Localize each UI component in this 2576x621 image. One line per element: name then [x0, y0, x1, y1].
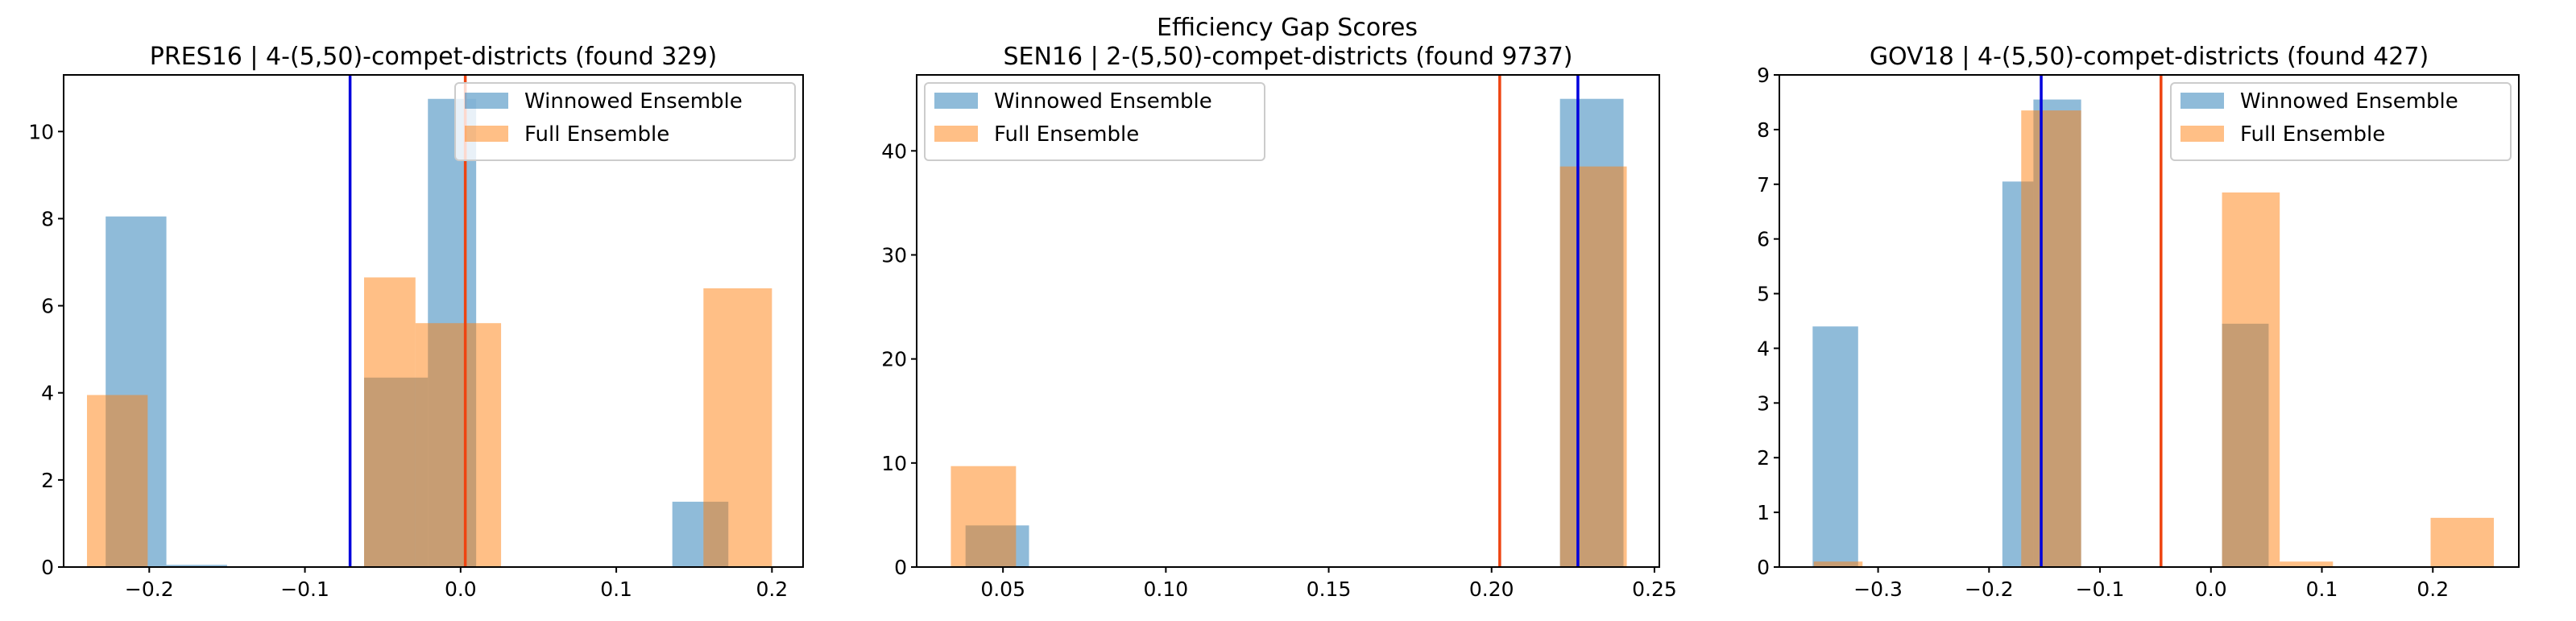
x-tick-label: −0.1 — [280, 578, 329, 601]
y-tick-label: 10 — [881, 452, 907, 475]
legend-box — [2170, 82, 2512, 161]
legend-label-winnowed: Winnowed Ensemble — [994, 89, 1212, 114]
histogram-bar-full-1 — [363, 277, 416, 567]
y-tick-label: 0 — [41, 556, 54, 579]
x-tick-label: 0.2 — [2417, 578, 2449, 601]
legend-label-winnowed: Winnowed Ensemble — [2240, 89, 2458, 114]
y-tick-label: 30 — [881, 243, 907, 267]
y-tick-label: 40 — [881, 139, 907, 163]
chart-title: PRES16 | 4-(5,50)-compet-districts (foun… — [150, 43, 717, 71]
histogram-bar-full-2 — [415, 323, 502, 567]
x-tick-label: 0.0 — [445, 578, 477, 601]
legend-swatch-winnowed — [2180, 93, 2224, 109]
y-tick-label: 2 — [41, 469, 54, 492]
y-tick-label: 8 — [41, 207, 54, 230]
histogram-bar-winnowed-1 — [166, 565, 227, 567]
x-tick-label: −0.2 — [125, 578, 174, 601]
legend-swatch-full — [465, 126, 508, 142]
legend: Winnowed Ensemble Full Ensemble — [924, 82, 1265, 161]
y-tick-label: 20 — [881, 348, 907, 371]
legend-box — [924, 82, 1265, 161]
legend-swatch-full — [934, 126, 978, 142]
y-tick-label: 5 — [1757, 283, 1770, 306]
histogram-bar-full-3 — [703, 288, 772, 567]
legend-label-full: Full Ensemble — [994, 122, 1139, 147]
plot-frame — [63, 74, 804, 568]
plot-frame — [916, 74, 1660, 568]
x-tick-label: 0.15 — [1307, 578, 1352, 601]
chart-title: SEN16 | 2-(5,50)-compet-districts (found… — [1003, 43, 1572, 71]
x-tick-label: 0.25 — [1632, 578, 1677, 601]
legend-swatch-winnowed — [934, 93, 978, 109]
legend-swatch-winnowed — [465, 93, 508, 109]
y-tick-label: 4 — [1757, 337, 1770, 360]
histogram-bar-winnowed-0 — [1812, 326, 1858, 567]
y-tick-label: 9 — [1757, 64, 1770, 87]
histogram-bar-full-4 — [2430, 517, 2495, 567]
plot-frame — [1779, 74, 2520, 568]
legend-box — [454, 82, 796, 161]
histogram-bar-full-0 — [86, 395, 148, 567]
legend-swatch-full — [2180, 126, 2224, 142]
chart-panel-sen16: SEN16 | 2-(5,50)-compet-districts (found… — [881, 43, 1677, 601]
histogram-bar-full-3 — [2280, 561, 2334, 567]
x-tick-label: −0.2 — [1965, 578, 2014, 601]
x-tick-label: 0.05 — [980, 578, 1025, 601]
histogram-bar-full-2 — [2222, 192, 2280, 567]
y-tick-label: 1 — [1757, 501, 1770, 524]
chart-panel-pres16: PRES16 | 4-(5,50)-compet-districts (foun… — [28, 43, 804, 601]
x-tick-label: 0.20 — [1469, 578, 1514, 601]
y-tick-label: 3 — [1757, 391, 1770, 415]
x-tick-label: −0.1 — [2076, 578, 2125, 601]
x-tick-label: 0.1 — [2306, 578, 2338, 601]
legend: Winnowed Ensemble Full Ensemble — [454, 82, 796, 161]
chart-panel-gov18: GOV18 | 4-(5,50)-compet-districts (found… — [1757, 43, 2520, 601]
y-tick-label: 6 — [41, 295, 54, 318]
x-tick-label: 0.0 — [2195, 578, 2227, 601]
y-tick-label: 8 — [1757, 118, 1770, 142]
histogram-bar-full-1 — [2021, 110, 2081, 567]
y-tick-label: 6 — [1757, 228, 1770, 251]
legend: Winnowed Ensemble Full Ensemble — [2170, 82, 2512, 161]
y-tick-label: 0 — [1757, 556, 1770, 579]
suptitle: Efficiency Gap Scores — [1157, 14, 1418, 42]
y-tick-label: 10 — [28, 120, 54, 143]
x-tick-label: 0.2 — [756, 578, 788, 601]
legend-label-full: Full Ensemble — [524, 122, 669, 147]
y-tick-label: 0 — [894, 556, 907, 579]
y-tick-label: 7 — [1757, 173, 1770, 197]
y-tick-label: 2 — [1757, 446, 1770, 470]
histogram-bar-full-0 — [1813, 561, 1863, 567]
histogram-bar-full-1 — [1559, 166, 1627, 567]
x-tick-label: 0.10 — [1144, 578, 1189, 601]
x-tick-label: −0.3 — [1853, 578, 1903, 601]
x-tick-label: 0.1 — [600, 578, 632, 601]
y-tick-label: 4 — [41, 382, 54, 405]
legend-label-winnowed: Winnowed Ensemble — [524, 89, 743, 114]
histogram-bar-full-0 — [950, 466, 1017, 567]
legend-label-full: Full Ensemble — [2240, 122, 2385, 147]
chart-title: GOV18 | 4-(5,50)-compet-districts (found… — [1870, 43, 2429, 71]
